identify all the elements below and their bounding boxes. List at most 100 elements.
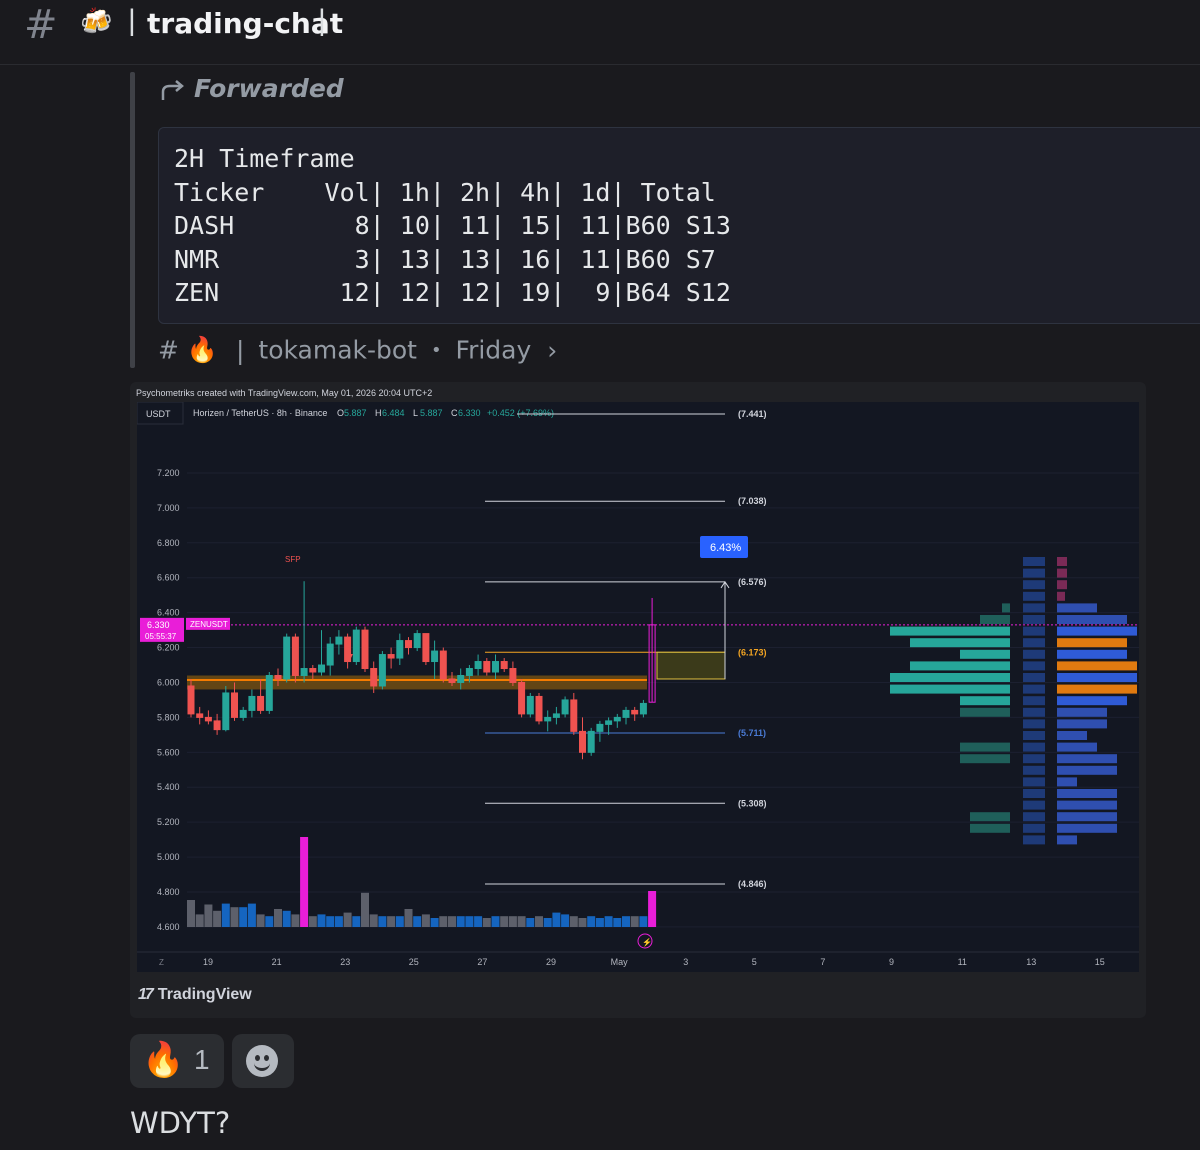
vp-right-bar [1057, 765, 1117, 775]
code-line: 2H Timeframe [174, 144, 355, 173]
vp-left-bar [890, 626, 1010, 636]
volume-bar [561, 914, 570, 927]
vp-left-bar [890, 673, 1010, 682]
ohlc-h-value: 6.484 [382, 408, 405, 418]
candle-body [274, 674, 282, 680]
ohlc-key: O [337, 408, 344, 418]
volume-bar [517, 916, 526, 927]
y-axis-tick: 6.000 [157, 677, 180, 687]
price-badge-value: 6.330 [147, 620, 170, 630]
reaction-fire[interactable]: 🔥 1 [130, 1034, 224, 1088]
volume-bar [543, 918, 552, 927]
candle-body [605, 720, 613, 725]
volume-bar [482, 918, 491, 927]
vp-right-bar [1057, 731, 1087, 740]
ohlc-key: L [413, 408, 418, 418]
candle-body [387, 654, 395, 659]
vp-right-bar [1057, 800, 1117, 810]
forward-source[interactable]: # 🔥 | tokamak-bot • Friday › [158, 334, 557, 365]
volume-bar [352, 916, 361, 927]
x-axis-tick: 7 [820, 957, 825, 967]
y-axis-tick: 5.400 [157, 782, 180, 792]
candle-body [535, 695, 543, 722]
level-label: (4.846) [738, 879, 767, 889]
source-day: Friday [455, 335, 532, 365]
candle-body [196, 713, 204, 718]
lightning-icon [637, 933, 653, 949]
y-axis-tick: 6.400 [157, 608, 180, 618]
bot-name[interactable]: tokamak-bot [258, 335, 417, 365]
volume-bar [413, 916, 422, 927]
candle-body [648, 624, 656, 703]
ohlc-l-value: 5.887 [420, 408, 443, 418]
vp-left-bar [970, 823, 1010, 833]
volume-bar [247, 903, 256, 927]
volume-bar [587, 916, 596, 927]
ohlc-key: C [451, 408, 458, 418]
volume-bar [230, 907, 239, 927]
volume-bar [595, 918, 604, 927]
volume-bar [195, 914, 204, 927]
volume-bar [404, 909, 413, 927]
add-reaction-button[interactable] [232, 1034, 294, 1088]
volume-bar [465, 916, 474, 927]
volume-bar [213, 910, 222, 927]
volume-bar [378, 916, 387, 927]
vp-left-bar [910, 661, 1010, 671]
chevron-right-icon[interactable]: › [547, 335, 558, 365]
forward-bar [130, 72, 135, 368]
pct-badge [700, 536, 748, 558]
level-label: (7.441) [738, 409, 767, 419]
candle-body [422, 633, 430, 663]
vp-price-cell [1023, 661, 1045, 671]
price-chart[interactable]: 7.200 7.000 6.800 6.600 6.400 6.200 6.000 5.800… [137, 402, 1139, 972]
volume-bar [343, 912, 352, 927]
vp-price-cell [1023, 835, 1045, 845]
volume-bar [326, 916, 335, 927]
volume-bar [291, 914, 300, 927]
tradingview-logo: 17 TradingView [138, 986, 252, 1003]
forward-arrow-icon [161, 80, 184, 100]
vp-price-cell [1023, 557, 1045, 566]
volume-bar [491, 916, 500, 927]
vp-left-bar [890, 684, 1010, 694]
hash-icon: # [158, 335, 179, 365]
channel-name[interactable]: trading-chat [147, 7, 344, 40]
vp-price-cell [1023, 719, 1045, 729]
vp-left-bar [960, 754, 1010, 764]
candle-body [526, 695, 534, 715]
candle-body [561, 699, 569, 715]
vp-right-bar [1057, 823, 1117, 833]
volume-bar [569, 916, 578, 927]
vp-right-bar [1057, 719, 1107, 729]
sfp-label: SFP [285, 555, 301, 564]
chart-attachment[interactable]: Psychometriks created with TradingView.c… [130, 382, 1146, 1018]
level-label: (6.576) [738, 577, 767, 587]
vp-price-cell [1023, 591, 1045, 601]
candle-body [361, 629, 369, 670]
x-axis-tick: 19 [203, 957, 213, 967]
vp-right-bar [1057, 603, 1097, 613]
candle-body [622, 709, 630, 718]
volume-bar [613, 918, 622, 927]
volume-bar [622, 916, 630, 927]
volume-bar [300, 837, 309, 927]
candle-body [465, 668, 473, 676]
volume-bar [552, 912, 561, 927]
lightning-glyph: ⚡ [642, 937, 652, 947]
vp-price-cell [1023, 707, 1045, 717]
candle-body [187, 685, 195, 715]
fire-icon: 🔥 [142, 1041, 185, 1079]
volume-bar [526, 918, 535, 927]
candle-body [509, 668, 517, 683]
dot-separator: • [430, 339, 442, 361]
vp-price-cell [1023, 789, 1045, 798]
volume-bar [421, 914, 430, 927]
vp-price-cell [1023, 649, 1045, 659]
candle-body [291, 636, 299, 676]
volume-bar [639, 916, 648, 927]
code-line: NMR 3| 13| 13| 16| 11|B60 S7 [174, 244, 716, 274]
vp-price-cell [1023, 823, 1045, 833]
candle-body [552, 713, 560, 718]
candle-body [579, 730, 586, 753]
